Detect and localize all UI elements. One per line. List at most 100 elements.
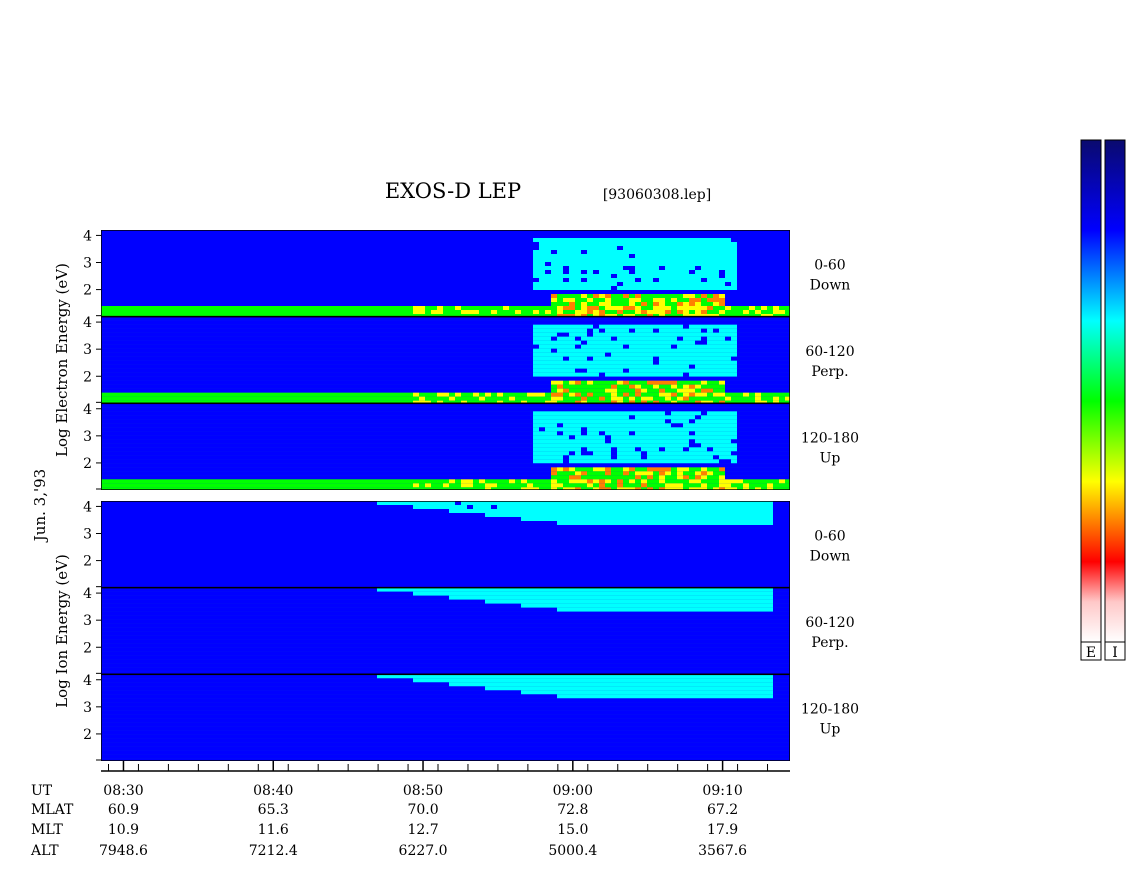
spectrogram-cell: [359, 294, 365, 298]
spectrogram-cell: [725, 262, 731, 266]
spectrogram-cell: [683, 328, 689, 333]
spectrogram-cell: [437, 332, 443, 337]
spectrogram-cell: [407, 246, 413, 250]
spectrogram-cell: [155, 306, 161, 310]
spectrogram-cell: [725, 242, 731, 246]
spectrogram-cell: [185, 306, 191, 310]
spectrogram-cell: [725, 368, 731, 373]
spectrogram-cell: [263, 282, 269, 286]
spectrogram-cell: [155, 254, 161, 258]
spectrogram-cell: [353, 290, 359, 294]
spectrogram-cell: [101, 286, 107, 290]
spectrogram-cell: [149, 302, 155, 306]
spectrogram-cell: [143, 380, 149, 385]
spectrogram-cell: [341, 306, 347, 310]
spectrogram-cell: [437, 328, 443, 333]
spectrogram-cell: [725, 306, 731, 310]
spectrogram-cell: [359, 332, 365, 337]
spectrogram-cell: [665, 340, 671, 345]
spectrogram-cell: [137, 298, 143, 302]
spectrogram-cell: [353, 234, 359, 238]
spectrogram-cell: [563, 234, 569, 238]
spectrogram-cell: [767, 274, 773, 278]
spectrogram-cell: [599, 238, 605, 242]
spectrogram-cell: [119, 392, 125, 397]
spectrogram-cell: [233, 290, 239, 294]
spectrogram-cell: [125, 254, 131, 258]
spectrogram-cell: [137, 364, 143, 369]
spectrogram-cell: [353, 344, 359, 349]
spectrogram-cell: [485, 380, 491, 385]
spectrogram-cell: [569, 246, 575, 250]
spectrogram-cell: [599, 262, 605, 266]
spectrogram-cell: [197, 298, 203, 302]
spectrogram-cell: [137, 278, 143, 282]
spectrogram-cell: [305, 344, 311, 349]
spectrogram-cell: [203, 310, 209, 314]
spectrogram-cell: [167, 348, 173, 353]
spectrogram-cell: [653, 364, 659, 369]
spectrogram-cell: [191, 364, 197, 369]
spectrogram-cell: [173, 234, 179, 238]
spectrogram-cell: [593, 364, 599, 369]
spectrogram-cell: [239, 270, 245, 274]
spectrogram-cell: [191, 376, 197, 381]
spectrogram-cell: [365, 384, 371, 389]
spectrogram-cell: [317, 246, 323, 250]
spectrogram-cell: [275, 396, 281, 401]
spectrogram-cell: [479, 384, 485, 389]
spectrogram-cell: [497, 270, 503, 274]
spectrogram-cell: [143, 278, 149, 282]
spectrogram-cell: [707, 376, 713, 381]
spectrogram-cell: [263, 340, 269, 345]
spectrogram-cell: [653, 254, 659, 258]
spectrogram-cell: [155, 274, 161, 278]
spectrogram-cell: [323, 270, 329, 274]
spectrogram-cell: [545, 258, 551, 262]
spectrogram-cell: [665, 356, 671, 361]
spectrogram-cell: [191, 270, 197, 274]
spectrogram-cell: [479, 286, 485, 290]
spectrogram-cell: [101, 250, 107, 254]
spectrogram-cell: [281, 392, 287, 397]
spectrogram-cell: [383, 388, 389, 393]
spectrogram-cell: [347, 384, 353, 389]
spectrogram-cell: [203, 372, 209, 377]
spectrogram-cell: [203, 266, 209, 270]
spectrogram-cell: [437, 274, 443, 278]
spectrogram-cell: [581, 340, 587, 345]
spectrogram-cell: [437, 290, 443, 294]
spectrogram-cell: [719, 384, 725, 389]
spectrogram-cell: [191, 250, 197, 254]
spectrogram-cell: [329, 246, 335, 250]
spectrogram-cell: [665, 372, 671, 377]
spectrogram-cell: [443, 380, 449, 385]
spectrogram-cell: [275, 274, 281, 278]
spectrogram-cell: [575, 324, 581, 329]
spectrogram-cell: [239, 286, 245, 290]
spectrogram-cell: [281, 352, 287, 357]
spectrogram-cell: [377, 270, 383, 274]
spectrogram-cell: [197, 396, 203, 401]
spectrogram-cell: [179, 332, 185, 337]
spectrogram-cell: [533, 364, 539, 369]
spectrogram-cell: [155, 262, 161, 266]
spectrogram-cell: [341, 246, 347, 250]
spectrogram-cell: [221, 258, 227, 262]
spectrogram-cell: [635, 388, 641, 393]
spectrogram-cell: [215, 298, 221, 302]
spectrogram-cell: [263, 278, 269, 282]
spectrogram-cell: [497, 392, 503, 397]
spectrogram-cell: [755, 242, 761, 246]
spectrogram-cell: [209, 336, 215, 341]
spectrogram-cell: [131, 364, 137, 369]
spectrogram-cell: [371, 254, 377, 258]
spectrogram-cell: [677, 234, 683, 238]
spectrogram-cell: [755, 310, 761, 314]
spectrogram-cell: [197, 356, 203, 361]
spectrogram-cell: [605, 278, 611, 282]
spectrogram-cell: [509, 290, 515, 294]
spectrogram-cell: [383, 310, 389, 314]
spectrogram-cell: [575, 246, 581, 250]
spectrogram-cell: [767, 246, 773, 250]
